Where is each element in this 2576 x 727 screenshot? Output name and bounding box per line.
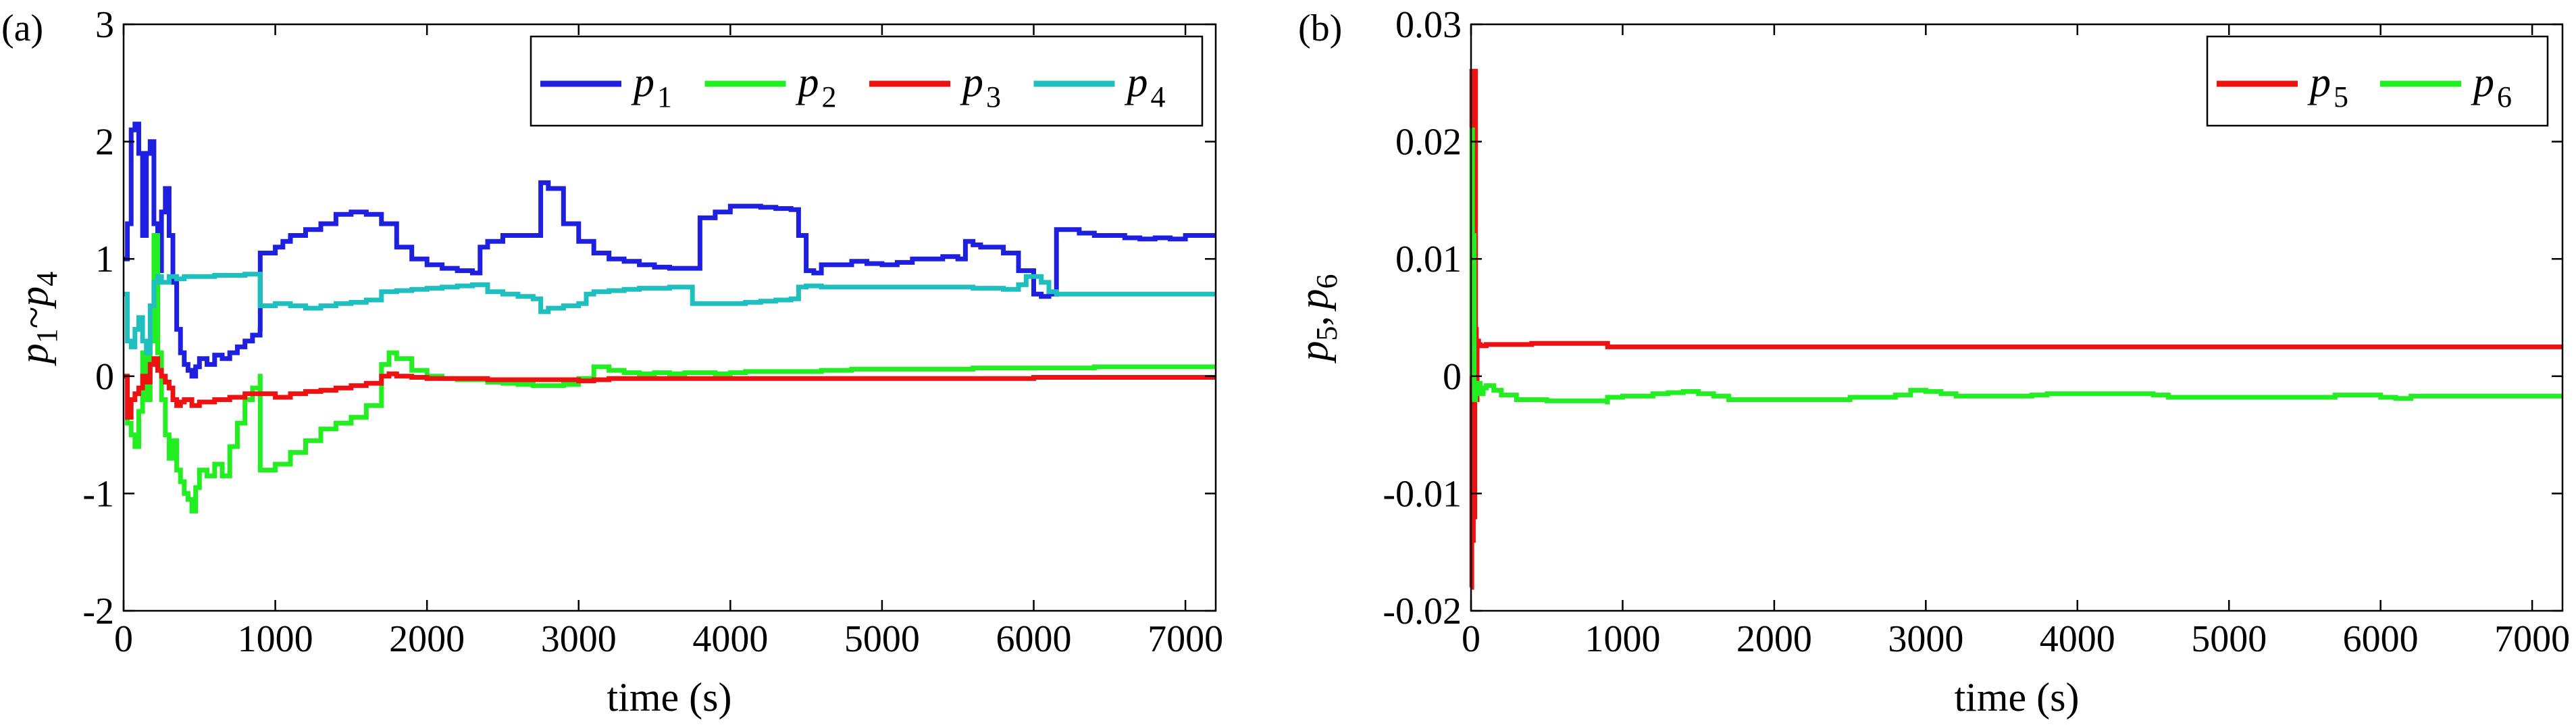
- y-tick-label: -0.01: [1383, 473, 1462, 515]
- x-tick-label: 4000: [2040, 618, 2115, 660]
- panel-b-x-ticks: 0 1000 2000 3000 4000 5000 6000 7000: [1462, 24, 2570, 660]
- x-tick-label: 3000: [1888, 618, 1963, 660]
- x-tick-label: 6000: [2343, 618, 2419, 660]
- legend-label-p2: p2: [796, 59, 837, 114]
- y-tick-label: 0.02: [1395, 122, 1462, 164]
- series-line-p5: [1469, 68, 2562, 590]
- legend-label-p5: p5: [2307, 59, 2348, 114]
- panel-a-chart: (a) 0 1000 2000 3000 4000 5000 6000 7000 -2 -1 0 1…: [1, 4, 1223, 720]
- panel-b-y-axis-label: p5,p6: [1291, 274, 1343, 364]
- x-tick-label: 1000: [238, 618, 313, 660]
- panel-b-y-ticks: -0.02 -0.01 0 0.01 0.02 0.03: [1383, 4, 2562, 632]
- series-line-p6: [1469, 127, 2562, 405]
- x-tick-label: 1000: [1585, 618, 1660, 660]
- legend-label-p3: p3: [960, 59, 1001, 114]
- y-tick-label: 0: [1443, 356, 1462, 398]
- panel-b-chart: (b) 0 1000 2000 3000 4000 5000 6000 7000 -0.02-…: [1291, 4, 2570, 720]
- panel-a-ylabel-tilde: ~: [11, 307, 56, 328]
- x-tick-label: 7000: [1148, 618, 1223, 660]
- x-tick-label: 5000: [844, 618, 920, 660]
- y-tick-label: -0.02: [1383, 591, 1462, 632]
- series-line-p1: [124, 122, 1216, 379]
- legend-label-p4: p4: [1125, 59, 1166, 114]
- x-tick-label: 7000: [2494, 618, 2570, 660]
- panel-a-axes-box: [122, 23, 1217, 612]
- series-line-p4: [124, 272, 1216, 355]
- series-line-p3: [124, 356, 1216, 420]
- panel-b-ylabel-p1: p: [1291, 341, 1336, 364]
- panel-a-ylabel-p2: p: [11, 286, 56, 309]
- legend-label-p6: p6: [2471, 59, 2512, 114]
- panel-a-legend: p1 p2 p3 p4: [530, 35, 1204, 127]
- y-tick-label: -1: [82, 473, 114, 515]
- panel-a-x-axis-label: time (s): [607, 675, 732, 720]
- x-tick-label: 2000: [1736, 618, 1812, 660]
- x-tick-label: 2000: [389, 618, 465, 660]
- panel-b-axes-box: [1470, 23, 2564, 612]
- panel-b-ylabel-sub2: 6: [1310, 274, 1343, 289]
- panel-b-label: (b): [1298, 7, 1342, 49]
- panel-a-ylabel-p1: p: [11, 343, 56, 366]
- panel-a-ylabel-sub2: 4: [30, 272, 63, 286]
- panel-b-ylabel-sep: ,: [1291, 316, 1336, 326]
- y-tick-label: 0.01: [1395, 239, 1462, 280]
- panel-b-series-group: [1469, 68, 2562, 590]
- x-tick-label: 5000: [2191, 618, 2267, 660]
- panel-a-x-ticks: 0 1000 2000 3000 4000 5000 6000 7000: [114, 24, 1223, 660]
- panel-b-legend: p5 p6: [2206, 35, 2549, 127]
- legend-label-p1: p1: [631, 59, 672, 114]
- panel-a-label: (a): [1, 7, 43, 49]
- y-tick-label: 2: [95, 122, 114, 164]
- series-line-p2: [124, 233, 1216, 513]
- y-tick-label: 0: [95, 356, 114, 398]
- y-tick-label: 1: [95, 239, 114, 280]
- panel-a-y-axis-label: p1~p4: [11, 272, 63, 366]
- x-tick-label: 3000: [541, 618, 617, 660]
- x-tick-label: 4000: [692, 618, 768, 660]
- panel-b-ylabel-sub1: 5: [1310, 326, 1343, 341]
- y-tick-label: 3: [95, 4, 114, 46]
- y-tick-label: -2: [82, 591, 114, 632]
- panel-a-y-ticks: -2 -1 0 1 2 3: [82, 4, 1216, 632]
- x-tick-label: 0: [1462, 618, 1480, 660]
- y-tick-label: 0.03: [1395, 4, 1462, 46]
- panel-a-ylabel-sub1: 1: [30, 328, 63, 343]
- x-tick-label: 6000: [996, 618, 1072, 660]
- panel-a-series-group: [124, 122, 1216, 513]
- panel-b-ylabel-p2: p: [1291, 289, 1336, 312]
- panel-b-x-axis-label: time (s): [1955, 675, 2080, 720]
- x-tick-label: 0: [114, 618, 133, 660]
